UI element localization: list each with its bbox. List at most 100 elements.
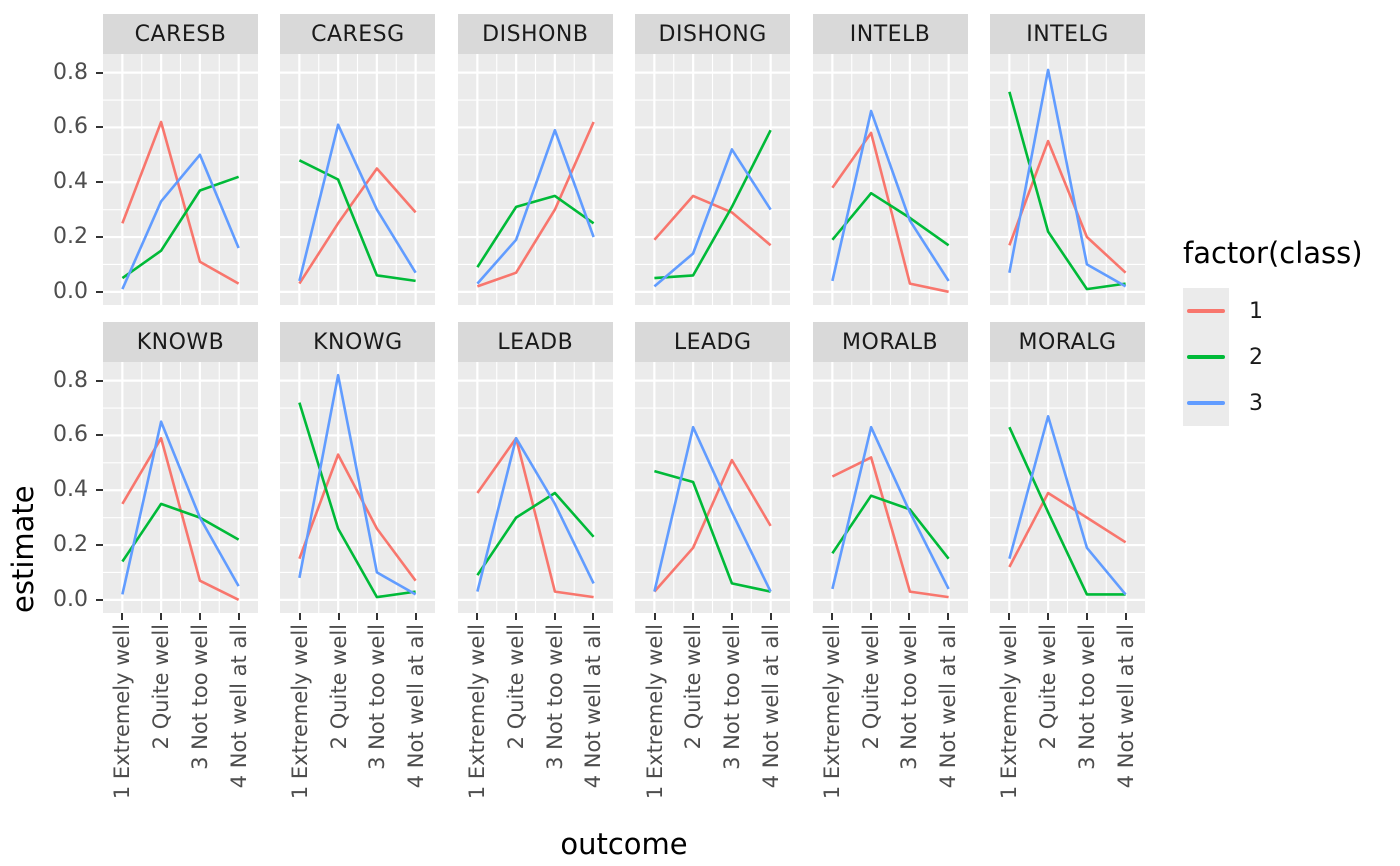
x-tick-mark <box>160 613 163 620</box>
series-line-class-1 <box>298 167 417 285</box>
x-tick-mark <box>237 613 240 620</box>
series-line-class-1 <box>298 453 418 582</box>
facet-plot-area <box>457 362 613 613</box>
legend-title: factor(class) <box>1183 236 1363 270</box>
x-tick-label: 2 Quite well <box>149 624 174 750</box>
series-line-class-3 <box>121 153 240 290</box>
x-tick-label: 2 Quite well <box>503 624 528 750</box>
x-tick-mark <box>553 613 556 620</box>
y-tick-mark <box>96 598 103 601</box>
series-line-class-2 <box>654 469 772 593</box>
x-tick-mark <box>376 613 379 620</box>
series-line-class-1 <box>1008 139 1127 274</box>
x-tick-mark <box>1047 613 1050 620</box>
legend-key-line <box>1187 355 1225 359</box>
x-tick-mark <box>769 613 772 620</box>
x-tick-mark <box>692 613 695 620</box>
series-line-class-1 <box>476 121 595 288</box>
facet-moralg: MORALG <box>990 322 1145 613</box>
facet-leadb: LEADB <box>457 322 613 613</box>
y-tick-label: 0.4 <box>53 477 88 503</box>
y-tick-mark <box>96 434 103 437</box>
series-line-class-2 <box>299 159 417 283</box>
y-tick-mark <box>96 379 103 382</box>
x-tick-mark <box>1085 613 1088 620</box>
y-tick-label: 0.6 <box>53 114 88 140</box>
facet-plot-area <box>635 54 791 305</box>
x-tick-mark <box>830 613 833 620</box>
x-tick-label: 1 Extremely well <box>110 624 135 800</box>
facet-strip-label: KNOWB <box>103 322 258 362</box>
legend-entry-2: 2 <box>1183 334 1363 380</box>
x-tick-label: 1 Extremely well <box>997 624 1022 800</box>
x-tick-label: 4 Not well at all <box>936 624 961 789</box>
x-tick-label: 1 Extremely well <box>287 624 312 800</box>
facet-moralb: MORALB <box>812 322 968 613</box>
legend: factor(class) 1 2 3 <box>1183 236 1363 426</box>
series-line-class-2 <box>654 129 772 280</box>
series-line-class-2 <box>298 402 417 599</box>
x-tick-label: 2 Quite well <box>1036 624 1061 750</box>
facet-strip-label: INTELG <box>990 14 1145 54</box>
series-line-class-3 <box>475 436 595 592</box>
legend-key-icon <box>1183 380 1229 426</box>
series-line-class-3 <box>1008 68 1127 288</box>
x-axis-title: outcome <box>560 827 688 861</box>
x-tick-mark <box>298 613 301 620</box>
y-tick-label: 0.2 <box>53 224 88 250</box>
facet-plot-area <box>990 54 1145 305</box>
legend-entry-3: 3 <box>1183 380 1363 426</box>
x-tick-mark <box>121 613 124 620</box>
x-tick-label: 3 Not too well <box>365 624 390 770</box>
legend-key-icon <box>1183 288 1229 334</box>
facet-strip-label: DISHONB <box>457 14 613 54</box>
x-tick-label: 4 Not well at all <box>581 624 606 789</box>
series-line-class-2 <box>1008 426 1126 596</box>
facet-strip-label: CARESG <box>280 14 436 54</box>
y-tick-mark <box>96 236 103 239</box>
legend-entry-label: 3 <box>1249 390 1263 416</box>
x-tick-label: 4 Not well at all <box>404 624 429 789</box>
series-line-class-1 <box>121 120 240 285</box>
facet-knowg: KNOWG <box>280 322 436 613</box>
x-tick-mark <box>947 613 950 620</box>
y-tick-mark <box>96 71 103 74</box>
x-tick-label: 2 Quite well <box>326 624 351 750</box>
facet-intelb: INTELB <box>812 14 968 305</box>
y-tick-label: 0.2 <box>53 532 88 558</box>
facet-plot-area <box>103 54 258 305</box>
x-tick-mark <box>1008 613 1011 620</box>
x-tick-label: 1 Extremely well <box>819 624 844 800</box>
facet-strip-label: LEADG <box>635 322 791 362</box>
facet-plot-area <box>103 362 258 613</box>
legend-entry-1: 1 <box>1183 288 1363 334</box>
x-tick-label: 2 Quite well <box>858 624 883 750</box>
y-tick-mark <box>96 290 103 293</box>
facet-strip-label: DISHONG <box>635 14 791 54</box>
series-line-class-2 <box>830 494 950 560</box>
facet-leadg: LEADG <box>635 322 791 613</box>
series-line-class-2 <box>121 175 240 280</box>
y-tick-label: 0.8 <box>53 367 88 393</box>
series-line-class-1 <box>830 131 949 294</box>
series-line-class-1 <box>831 456 949 599</box>
facet-intelg: INTELG <box>990 14 1145 305</box>
x-tick-label: 4 Not well at all <box>758 624 783 789</box>
x-tick-mark <box>476 613 479 620</box>
series-line-class-3 <box>298 123 418 282</box>
facet-knowb: KNOWB <box>103 322 258 613</box>
series-line-class-2 <box>476 491 595 576</box>
series-line-class-2 <box>121 502 240 563</box>
y-tick-mark <box>96 181 103 184</box>
x-tick-label: 3 Not too well <box>1074 624 1099 770</box>
x-tick-label: 3 Not too well <box>187 624 212 770</box>
series-line-class-2 <box>476 194 595 268</box>
x-tick-mark <box>1124 613 1127 620</box>
facet-plot-area <box>990 362 1145 613</box>
series-line-class-2 <box>830 191 949 247</box>
series-line-class-3 <box>830 425 950 590</box>
x-tick-label: 1 Extremely well <box>642 624 667 800</box>
y-tick-mark <box>96 544 103 547</box>
facet-strip-label: CARESB <box>103 14 258 54</box>
y-tick-label: 0.4 <box>53 169 88 195</box>
